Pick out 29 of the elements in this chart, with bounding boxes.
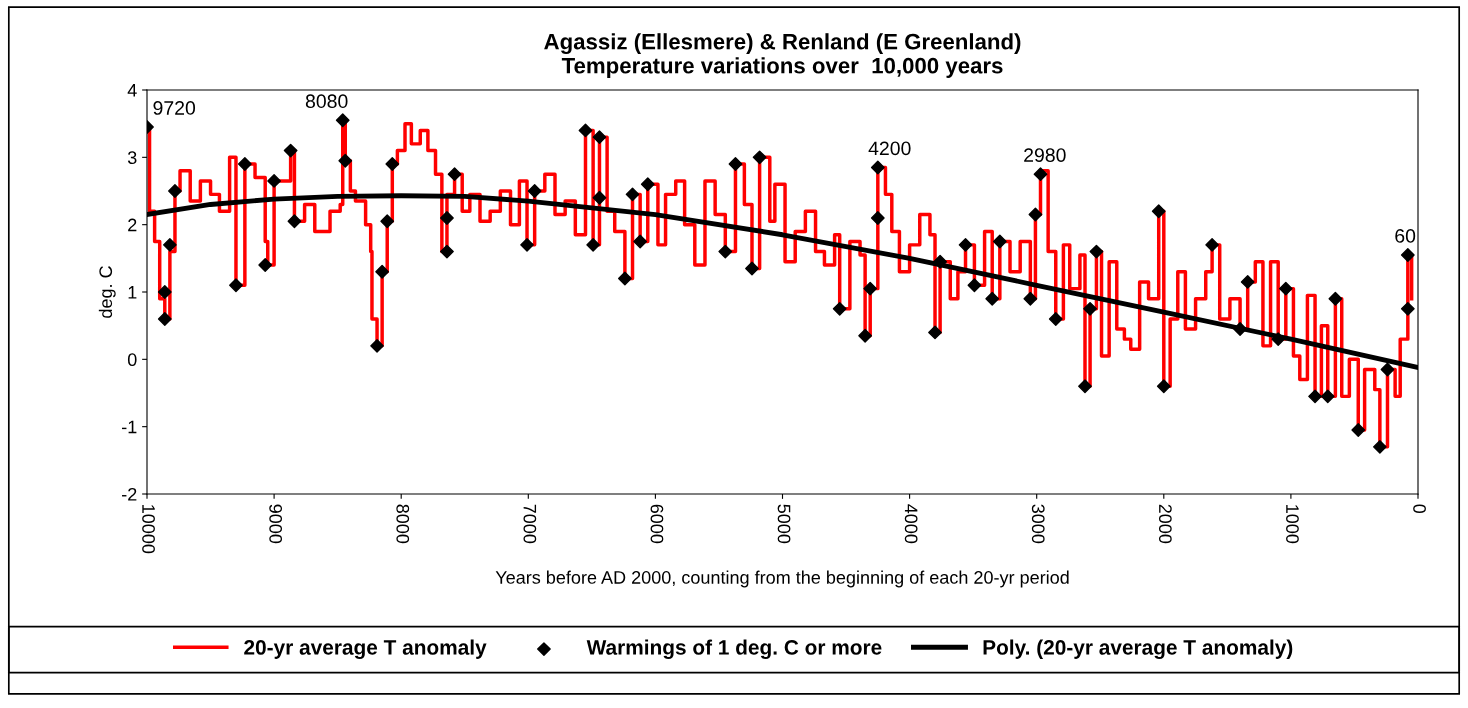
y-tick-label: -1 [122, 420, 137, 434]
x-tick-label: 8000 [396, 504, 410, 544]
x-tick-label: 6000 [650, 504, 664, 544]
x-tick-label: 2000 [1158, 504, 1172, 544]
x-tick-label: 7000 [523, 504, 537, 544]
x-tick-label: 4000 [904, 504, 918, 544]
y-tick-label: 3 [127, 151, 137, 165]
chart-title: Agassiz (Ellesmere) & Renland (E Greenland) Temperature variations over 10,000 years [544, 33, 1021, 78]
y-tick-label: 2 [128, 218, 137, 232]
x-tick-label: 0 [1413, 504, 1426, 514]
x-tick-label: 3000 [1031, 504, 1045, 544]
legend-label: 20-yr average T anomaly [244, 639, 487, 659]
x-tick-label: 9000 [269, 504, 283, 544]
legend-label: Warmings of 1 deg. C or more [586, 639, 882, 659]
x-tick-label: 10000 [142, 505, 155, 554]
y-tick-label: 4 [127, 84, 137, 97]
legend-label: Poly. (20-yr average T anomaly) [983, 639, 1293, 659]
y-axis-title: deg. C [98, 266, 116, 318]
y-tick-label: 1 [128, 286, 137, 299]
annotation: 60 [1395, 229, 1416, 243]
y-tick-label: 0 [127, 353, 137, 367]
y-tick-label: -2 [122, 487, 137, 501]
annotation: 9720 [153, 101, 196, 115]
annotation: 4200 [868, 141, 911, 156]
x-axis-title: Years before AD 2000, counting from the beginning of each 20-yr period [495, 570, 1069, 588]
x-tick-label: 5000 [777, 504, 791, 544]
x-tick-label: 1000 [1286, 505, 1299, 544]
annotation: 8080 [305, 94, 348, 109]
annotation: 2980 [1024, 148, 1066, 162]
